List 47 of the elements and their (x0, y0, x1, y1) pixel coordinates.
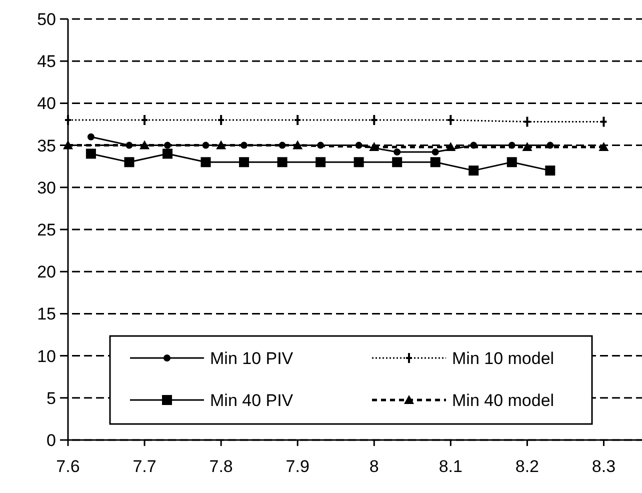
point (446, 142, 456, 151)
point (140, 140, 150, 150)
x-tick-label: 8.3 (592, 457, 616, 476)
point (432, 148, 439, 156)
point (292, 140, 303, 150)
point (87, 133, 94, 140)
y-tick-label: 5 (46, 388, 56, 408)
point (468, 166, 479, 176)
point (277, 157, 288, 168)
point (239, 157, 250, 168)
point (430, 157, 440, 168)
point (162, 148, 172, 159)
point (63, 140, 73, 150)
legend-label: Min 40 PIV (210, 390, 294, 410)
legend-label: Min 40 model (452, 390, 554, 410)
x-tick-label: 8.1 (438, 457, 462, 476)
y-tick-label: 35 (37, 136, 56, 156)
y-tick-label: 15 (37, 304, 56, 324)
x-tick-label: 7.9 (286, 457, 310, 476)
legend-label: Min 10 model (452, 348, 554, 368)
point (392, 157, 402, 168)
point (369, 142, 380, 151)
x-tick-label: 7.6 (56, 457, 80, 476)
point (354, 157, 364, 168)
y-tick-label: 30 (37, 178, 56, 198)
y-tick-label: 50 (37, 10, 56, 29)
point (316, 157, 326, 168)
point (394, 148, 401, 156)
y-tick-label: 40 (37, 94, 56, 114)
y-tick-label: 25 (37, 220, 56, 240)
point (506, 157, 517, 168)
x-tick-label: 8.2 (515, 457, 540, 476)
point (598, 142, 609, 151)
point (86, 148, 96, 159)
point (216, 140, 226, 150)
point (545, 166, 556, 176)
y-tick-label: 10 (37, 346, 56, 366)
point (522, 142, 532, 151)
point (200, 157, 211, 168)
point (124, 157, 134, 168)
x-tick-label: 7.7 (132, 457, 156, 476)
legend-label: Min 10 PIV (210, 348, 294, 368)
x-tick-label: 8 (369, 457, 379, 476)
y-tick-label: 20 (37, 262, 56, 282)
x-tick-label: 7.8 (209, 457, 233, 476)
y-tick-label: 45 (37, 52, 56, 72)
y-tick-label: 0 (46, 430, 56, 450)
